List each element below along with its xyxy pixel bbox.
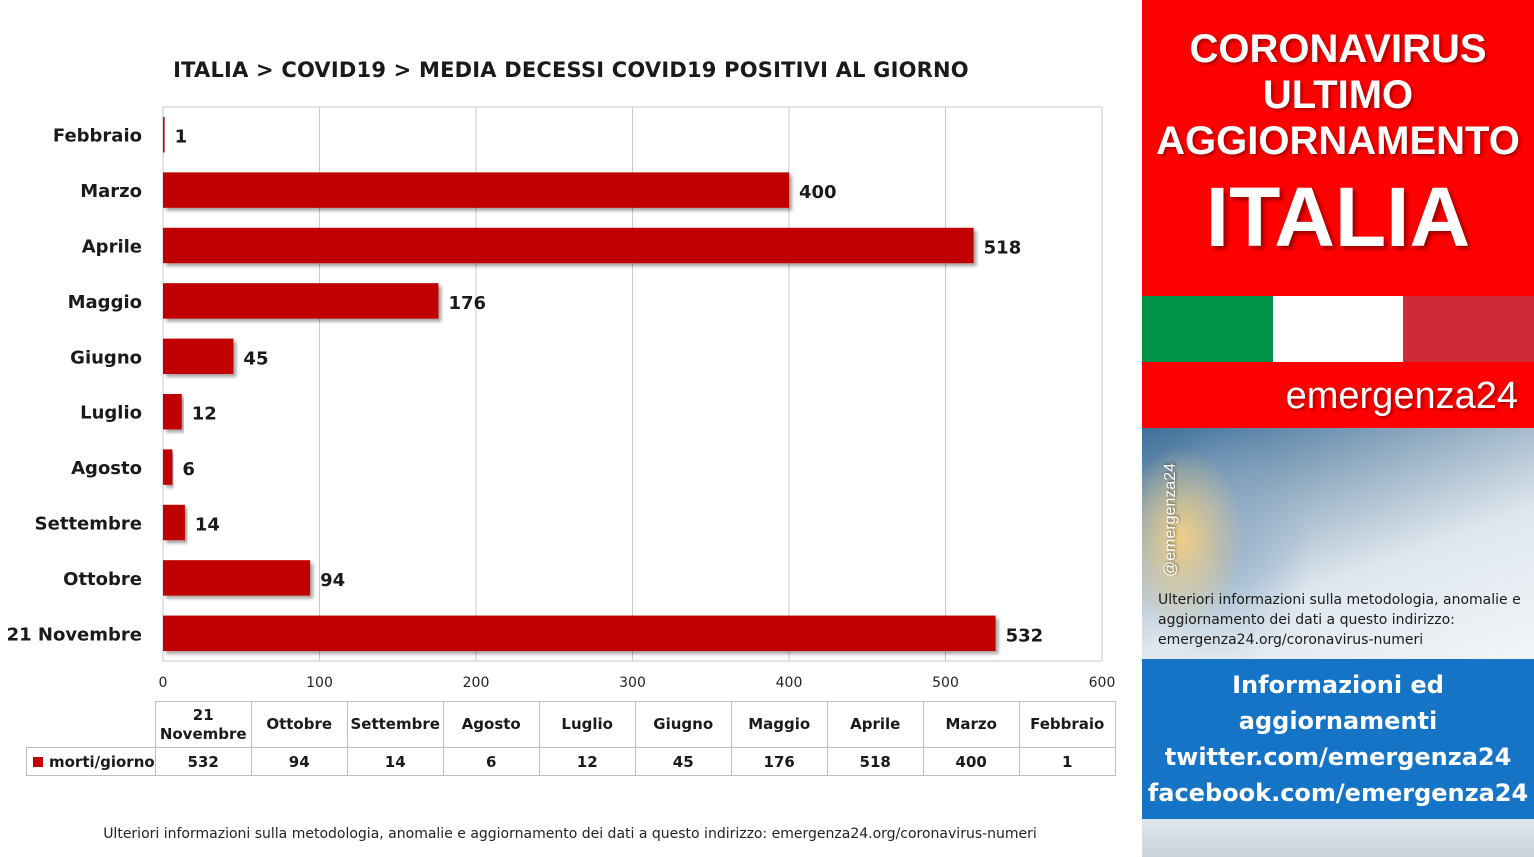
x-tick-label: 200 bbox=[463, 675, 490, 691]
panel-note: Ulteriori informazioni sulla metodologia… bbox=[1158, 592, 1521, 648]
x-tick-label: 400 bbox=[776, 675, 803, 691]
data-table-column-header: 21 Novembre bbox=[154, 701, 252, 748]
y-category-label: 21 Novembre bbox=[7, 624, 142, 645]
data-table-column-header: Agosto bbox=[442, 701, 540, 748]
data-label: 94 bbox=[320, 570, 345, 591]
data-label: 1 bbox=[175, 127, 188, 148]
bar bbox=[163, 560, 311, 596]
info-panel: CORONAVIRUS ULTIMO AGGIORNAMENTO ITALIA … bbox=[1142, 0, 1534, 857]
y-category-label: Luglio bbox=[80, 403, 142, 424]
y-category-label: Agosto bbox=[71, 458, 142, 479]
chart-title: ITALIA > COVID19 > MEDIA DECESSI COVID19… bbox=[173, 58, 969, 82]
x-tick-label: 100 bbox=[306, 675, 333, 691]
brand-bar: emergenza24 bbox=[1142, 362, 1534, 428]
info-line: aggiornamenti bbox=[1238, 707, 1438, 735]
data-label: 176 bbox=[448, 293, 486, 314]
background-photo bbox=[1142, 428, 1534, 659]
bar bbox=[163, 338, 234, 375]
data-table-column-header: Febbraio bbox=[1018, 701, 1116, 748]
bar bbox=[163, 227, 974, 264]
y-category-label: Settembre bbox=[35, 514, 142, 535]
y-category-label: Febbraio bbox=[53, 126, 142, 147]
twitter-handle: @emergenza24 bbox=[1162, 462, 1179, 577]
data-table-cell: 400 bbox=[922, 747, 1020, 776]
data-table-column-header: Giugno bbox=[634, 701, 732, 748]
data-label: 6 bbox=[182, 459, 195, 480]
data-table-corner bbox=[26, 701, 156, 748]
info-line: Informazioni ed bbox=[1232, 671, 1444, 699]
flag-stripe-red bbox=[1403, 296, 1534, 362]
flag-stripe-green bbox=[1142, 296, 1273, 362]
y-category-label: Giugno bbox=[70, 347, 142, 368]
headline-line: CORONAVIRUS bbox=[1189, 27, 1487, 71]
bar bbox=[163, 393, 182, 430]
data-label: 45 bbox=[243, 348, 268, 369]
data-table-column-header: Marzo bbox=[922, 701, 1020, 748]
bar bbox=[163, 283, 439, 319]
data-table-value-row: morti/giorno 532 94 14 6 12 45 176 518 400 1 bbox=[26, 747, 1116, 776]
data-table-cell: 176 bbox=[730, 747, 828, 776]
data-table-column-header: Ottobre bbox=[250, 701, 348, 748]
y-category-label: Aprile bbox=[82, 237, 142, 258]
data-table-cell: 6 bbox=[442, 747, 540, 776]
data-label: 14 bbox=[195, 515, 220, 536]
x-tick-label: 500 bbox=[932, 675, 959, 691]
data-table-cell: 532 bbox=[154, 747, 252, 776]
data-table-cell: 14 bbox=[346, 747, 444, 776]
bar bbox=[163, 504, 185, 541]
legend-label: morti/giorno bbox=[49, 752, 155, 771]
x-tick-label: 300 bbox=[619, 675, 646, 691]
social-links-box: Informazioni ed aggiornamenti twitter.co… bbox=[1142, 659, 1534, 819]
brand-name: emergenza24 bbox=[1285, 375, 1518, 417]
data-table-cell: 45 bbox=[634, 747, 732, 776]
bar bbox=[163, 172, 789, 208]
data-table-cell: 12 bbox=[538, 747, 636, 776]
chart-data-table: 21 Novembre Ottobre Settembre Agosto Luglio G… bbox=[26, 701, 1116, 776]
headline-line: AGGIORNAMENTO bbox=[1156, 119, 1520, 163]
footnote: Ulteriori informazioni sulla metodologia… bbox=[103, 826, 1037, 842]
data-table-header-row: 21 Novembre Ottobre Settembre Agosto Luglio G… bbox=[26, 701, 1116, 748]
panel-footer-strip bbox=[1142, 819, 1534, 857]
data-label: 12 bbox=[192, 404, 217, 425]
legend-swatch bbox=[33, 756, 43, 767]
y-category-label: Ottobre bbox=[63, 569, 142, 590]
data-label: 518 bbox=[984, 238, 1022, 259]
bar bbox=[163, 615, 996, 652]
data-table-cell: 518 bbox=[826, 747, 924, 776]
x-tick-label: 0 bbox=[159, 675, 168, 691]
italian-flag bbox=[1142, 296, 1534, 362]
bar bbox=[163, 116, 165, 153]
data-table-column-header: Luglio bbox=[538, 701, 636, 748]
data-label: 532 bbox=[1006, 625, 1044, 646]
data-table-column-header: Maggio bbox=[730, 701, 828, 748]
data-label: 400 bbox=[799, 182, 837, 203]
twitter-link[interactable]: twitter.com/emergenza24 bbox=[1164, 743, 1512, 771]
bar bbox=[163, 449, 173, 485]
data-table-cell: 1 bbox=[1018, 747, 1116, 776]
headline: CORONAVIRUS ULTIMO AGGIORNAMENTO bbox=[1142, 26, 1534, 164]
bar-chart: 0 100 200 300 400 500 600 Febbraio 1 Marzo 400 Apri… bbox=[7, 106, 1116, 691]
facebook-link[interactable]: facebook.com/emergenza24 bbox=[1147, 779, 1529, 807]
data-table-column-header: Aprile bbox=[826, 701, 924, 748]
country-title: ITALIA bbox=[1205, 170, 1471, 264]
x-tick-label: 600 bbox=[1089, 675, 1116, 691]
chart-area: ITALIA > COVID19 > MEDIA DECESSI COVID19… bbox=[6, 58, 1116, 842]
flag-stripe-white bbox=[1272, 296, 1404, 362]
headline-line: ULTIMO bbox=[1262, 73, 1414, 117]
y-category-label: Marzo bbox=[80, 181, 142, 202]
headline-block: CORONAVIRUS ULTIMO AGGIORNAMENTO ITALIA bbox=[1142, 0, 1534, 296]
data-table-cell: 94 bbox=[250, 747, 348, 776]
legend-entry: morti/giorno bbox=[26, 747, 156, 776]
y-category-label: Maggio bbox=[68, 292, 142, 313]
data-table-column-header: Settembre bbox=[346, 701, 444, 748]
